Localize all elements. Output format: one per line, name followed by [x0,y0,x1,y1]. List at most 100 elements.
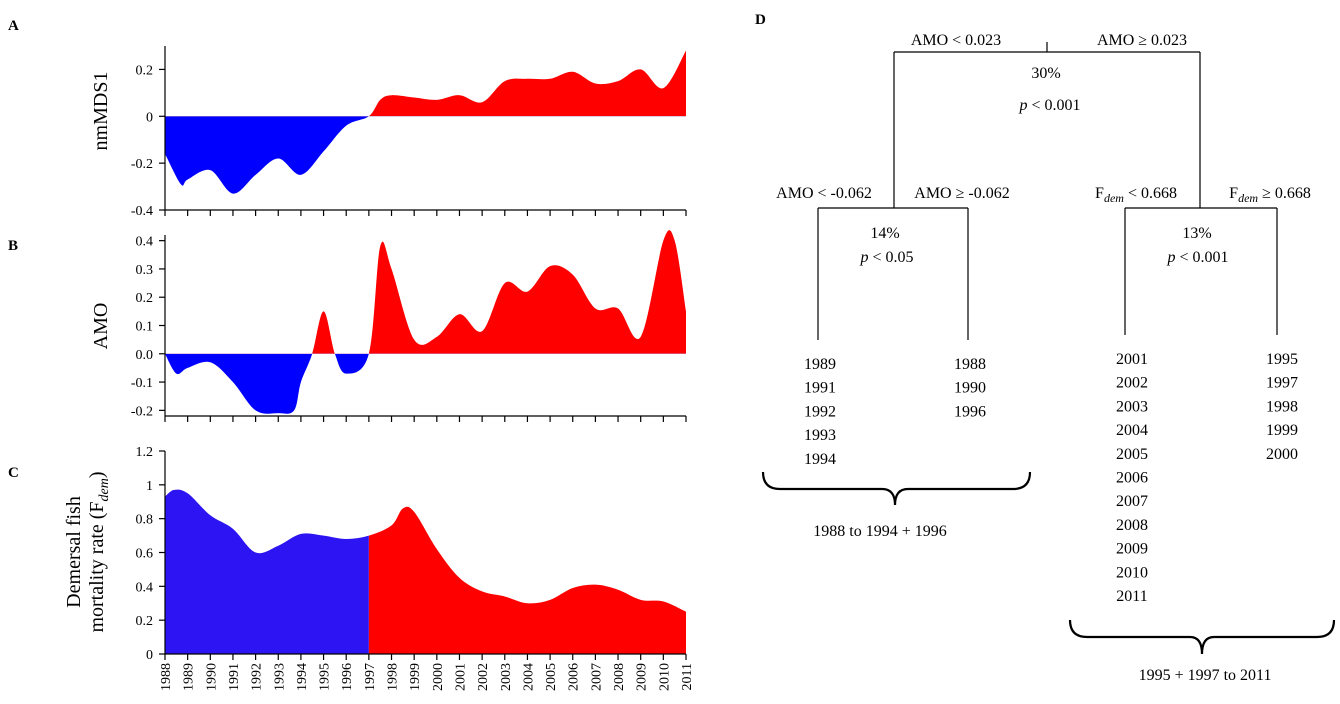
leaf-year-right-left: 2002 [1116,375,1148,392]
panel-b-negative-area [165,353,369,414]
right-group-label: 1995 + 1997 to 2011 [1139,667,1272,684]
panel-c-area-from-1997 [368,506,686,654]
leaf-year-left-left: 1993 [804,427,836,444]
right-node-p-value: p < 0.001 [1166,249,1228,266]
panel-b-y-tick-label: 0.2 [136,291,154,306]
panel-b-y-tick-label: -0.1 [131,376,153,391]
panel-a-y-tick-label: -0.2 [131,157,153,172]
panel-letter-b: B [8,238,18,254]
leaf-year-left-right: 1988 [954,356,986,373]
panel-b-chart: -0.2 -0.1 0.0 0.1 0.2 0.3 0.4 AMO [90,230,687,422]
tree-labels: AMO < 0.023 AMO ≥ 0.023 30% p < 0.001 AM… [776,32,1311,684]
panel-c-y-tick-label: 0.8 [136,513,154,528]
year-tick-label: 1988 [159,663,174,691]
year-tick-label: 2011 [680,663,695,690]
year-tick-label: 2005 [544,663,559,691]
year-tick-label: 2008 [612,663,627,691]
leaf-year-right-left: 2011 [1116,588,1147,605]
panel-b-y-tick-label: 0.4 [136,235,154,250]
panel-a-y-tick-label: 0.2 [136,63,154,78]
panel-a-y-tick-label: -0.4 [131,204,153,219]
root-percent: 30% [1031,65,1060,82]
right-group-brace [1068,619,1336,655]
regression-tree [761,42,1336,655]
leaf-year-right-left: 2008 [1116,517,1148,534]
year-tick-label: 2003 [499,663,514,691]
left-node-left-rule: AMO < -0.062 [776,185,872,202]
leaf-year-left-right: 1990 [954,380,986,397]
panel-b-y-tick-label: 0.0 [136,348,154,363]
leaf-year-right-right: 2000 [1266,446,1298,463]
panel-a-chart: -0.4 -0.2 0 0.2 nmMDS1 [90,46,687,219]
leaf-year-right-left: 2006 [1116,470,1148,487]
leaf-year-left-left: 1989 [804,356,836,373]
panel-b-positive-area [165,230,686,354]
year-tick-label: 1990 [204,663,219,691]
panel-b-y-tick-label: -0.2 [131,404,153,419]
leaf-year-left-left: 1992 [804,403,836,420]
leaf-year-left-left: 1991 [804,380,836,397]
panel-c-y-tick-label: 0 [146,648,153,663]
right-node-percent: 13% [1182,225,1211,242]
panel-b-y-tick-label: 0.3 [136,263,154,278]
panel-c-ylabel-line2: mortality rate (Fdem) [86,471,112,632]
year-tick-label: 1999 [408,663,423,691]
panel-a-negative-area [165,116,686,194]
panel-c-area-before-1997 [165,489,369,654]
right-node-right-rule: Fdem ≥ 0.668 [1229,185,1311,205]
leaf-year-right-left: 2004 [1116,422,1148,439]
left-node-percent: 14% [870,225,899,242]
leaf-year-right-left: 2005 [1116,446,1148,463]
year-tick-label: 1995 [318,663,333,691]
panel-b-y-tick-label: 0.1 [136,320,154,335]
panel-c-y-tick-label: 1.2 [136,445,154,460]
panel-a-y-tick-label: 0 [146,110,153,125]
year-tick-label: 1997 [363,663,378,691]
panel-a-ylabel: nmMDS1 [90,72,112,151]
year-tick-label: 2000 [431,663,446,691]
leaf-year-right-left: 2009 [1116,541,1148,558]
year-tick-label: 1992 [250,663,265,691]
panel-c-y-tick-label: 0.6 [136,547,154,562]
left-group-brace [761,471,1032,506]
panel-a-positive-area [368,50,686,117]
panel-c-chart: 0 0.2 0.4 0.6 0.8 1 1.2 1988 1989 1990 1991 1992 199… [63,445,695,691]
leaf-year-right-left: 2001 [1116,351,1148,368]
year-tick-label: 1993 [272,663,287,691]
right-node-left-rule: Fdem < 0.668 [1095,185,1177,205]
left-node-p-value: p < 0.05 [859,249,913,266]
year-tick-label: 2004 [521,663,536,691]
root-p-value: p < 0.001 [1018,97,1080,114]
year-tick-label: 1996 [340,663,355,691]
year-tick-label: 2006 [567,663,582,691]
left-group-label: 1988 to 1994 + 1996 [813,523,946,540]
panel-letter-a: A [8,18,19,34]
leaf-year-right-right: 1999 [1266,422,1298,439]
leaf-year-right-left: 2003 [1116,398,1148,415]
leaf-year-right-right: 1997 [1266,375,1298,392]
panel-b-ylabel: AMO [90,303,112,350]
leaf-year-right-left: 2007 [1116,493,1148,510]
panel-c-y-tick-label: 0.2 [136,614,154,629]
year-tick-label: 2002 [476,663,491,691]
year-tick-label: 2007 [589,663,604,691]
year-tick-label: 1998 [386,663,401,691]
year-tick-label: 1989 [182,663,197,691]
root-right-rule: AMO ≥ 0.023 [1097,32,1187,49]
leaf-year-left-left: 1994 [804,451,836,468]
panel-letter-c: C [8,465,19,481]
year-tick-label: 1994 [295,663,310,691]
leaf-year-right-right: 1995 [1266,351,1298,368]
panel-letter-d: D [755,12,766,28]
panel-c-ylabel-line1: Demersal fish [63,496,85,608]
root-left-rule: AMO < 0.023 [911,32,1001,49]
year-tick-label: 1991 [227,663,242,691]
left-node-right-rule: AMO ≥ -0.062 [914,185,1009,202]
year-tick-label: 2010 [657,663,672,691]
leaf-year-right-right: 1998 [1266,398,1298,415]
leaf-year-left-right: 1996 [954,403,986,420]
leaf-year-right-left: 2010 [1116,564,1148,581]
panel-c-y-tick-label: 1 [146,479,153,494]
panel-c-y-tick-label: 0.4 [136,580,154,595]
